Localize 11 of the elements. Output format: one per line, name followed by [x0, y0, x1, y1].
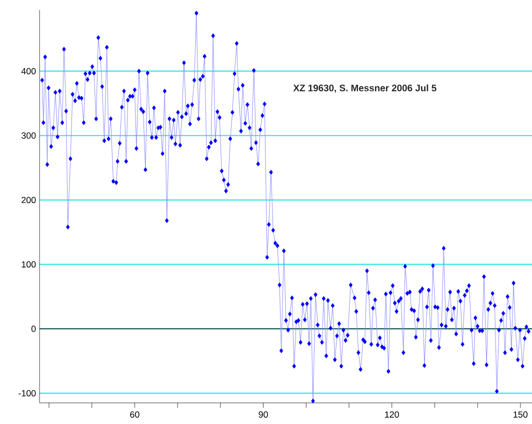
annotation: XZ 19630, S. Messner 2006 Jul 5 — [293, 84, 436, 93]
y-tick-label: 300 — [22, 132, 36, 139]
y-tick-label: -100 — [18, 390, 36, 396]
y-tick-label: 400 — [21, 68, 36, 74]
y-tick-label: 100 — [22, 261, 36, 268]
y-tick-label: 200 — [22, 196, 36, 204]
y-tick-label: 0 — [31, 326, 36, 332]
x-tick-label: 60 — [130, 411, 140, 418]
x-tick-label: 120 — [385, 411, 399, 418]
x-tick-label: 150 — [514, 411, 528, 418]
x-tick-label: 90 — [258, 411, 268, 418]
